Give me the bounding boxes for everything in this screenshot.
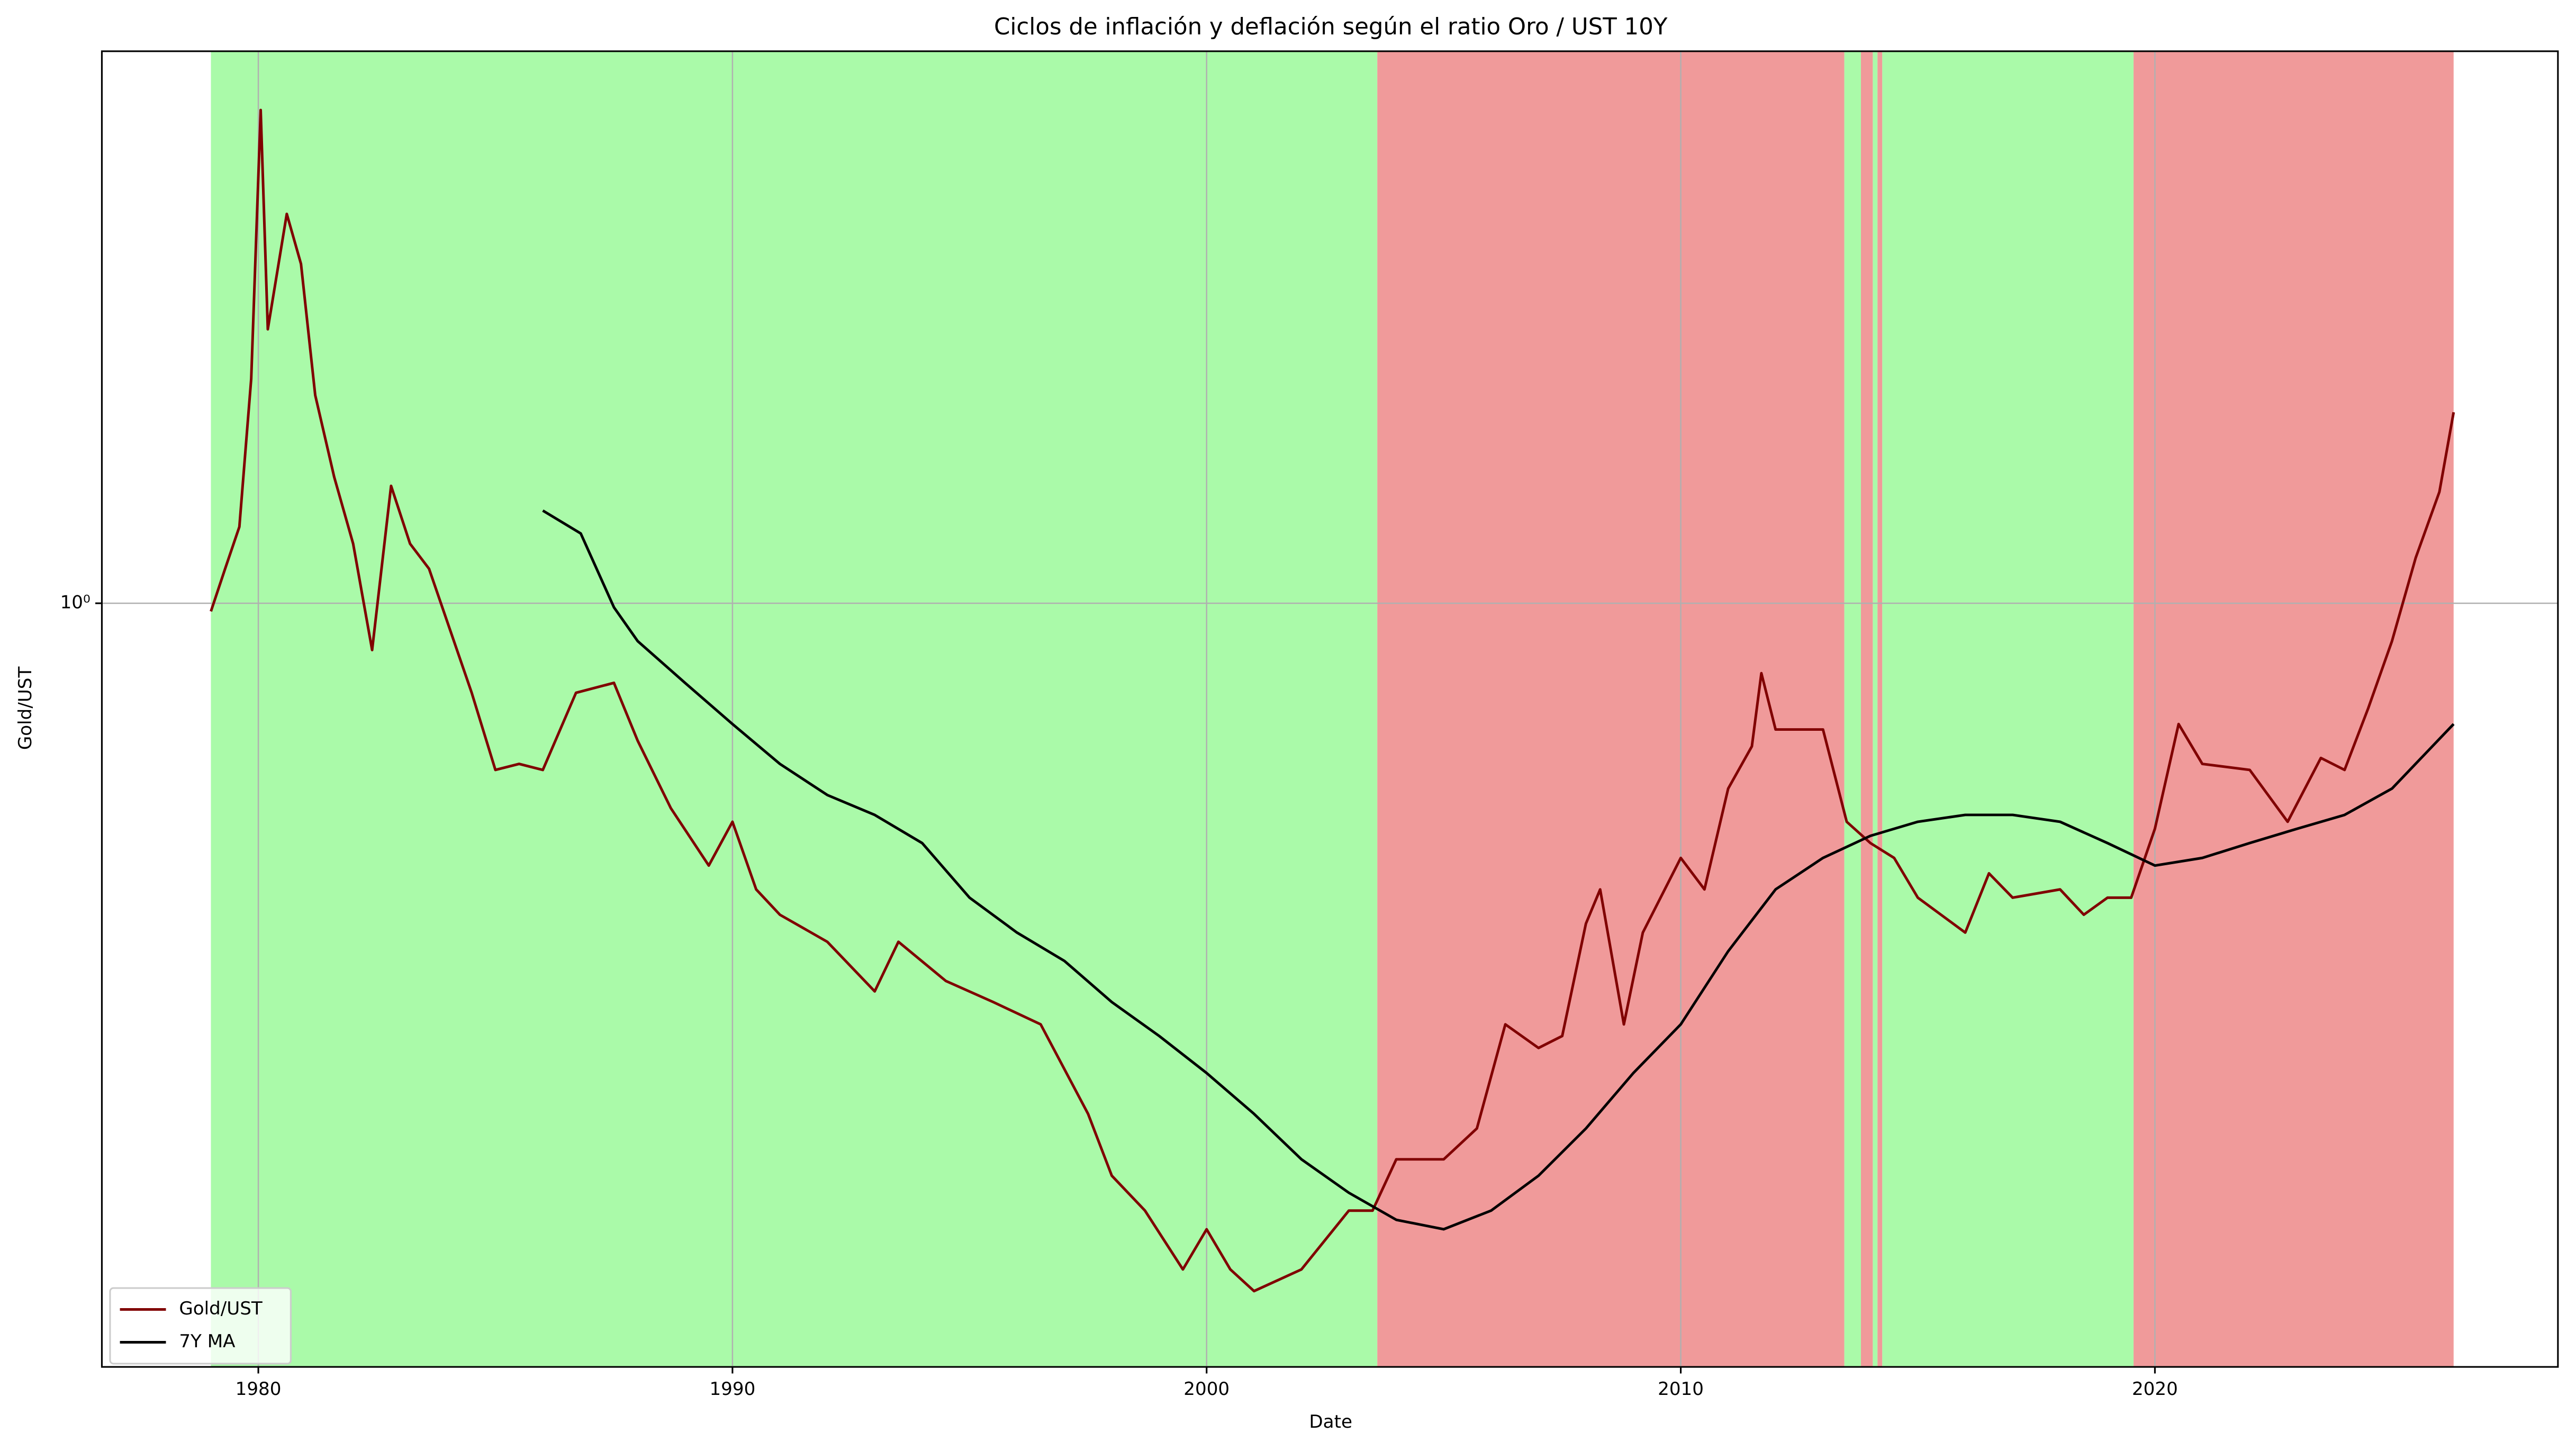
x-tick-label: 2000: [1183, 1379, 1230, 1400]
plot-frame: [101, 50, 2559, 1368]
region: [1873, 51, 1878, 1367]
series-line: [210, 108, 2455, 1293]
x-tick-label: 2020: [2132, 1379, 2178, 1400]
y-tick-label: 10⁰: [60, 592, 91, 613]
region: [1860, 51, 1873, 1367]
region: [2134, 51, 2454, 1367]
region: [211, 51, 1378, 1367]
legend-label: Gold/UST: [179, 1298, 263, 1319]
region: [1377, 51, 1845, 1367]
regions: [211, 51, 2454, 1367]
legend-label: 7Y MA: [179, 1331, 236, 1352]
x-tick-label: 1980: [236, 1379, 282, 1400]
region: [1882, 51, 2134, 1367]
chart-title: Ciclos de inflación y deflación según el…: [994, 14, 1668, 40]
x-tick-label: 1990: [709, 1379, 755, 1400]
grid: [102, 51, 2558, 1367]
legend-box: [109, 1287, 292, 1365]
series-line: [542, 509, 2455, 1231]
y-axis-label: Gold/UST: [15, 667, 36, 750]
lines: [210, 108, 2455, 1293]
x-tick-label: 2010: [1658, 1379, 1704, 1400]
region: [1844, 51, 1861, 1367]
region: [1877, 51, 1883, 1367]
legend: Gold/UST 7Y MA: [109, 1287, 292, 1365]
x-axis-label: Date: [1309, 1411, 1352, 1432]
